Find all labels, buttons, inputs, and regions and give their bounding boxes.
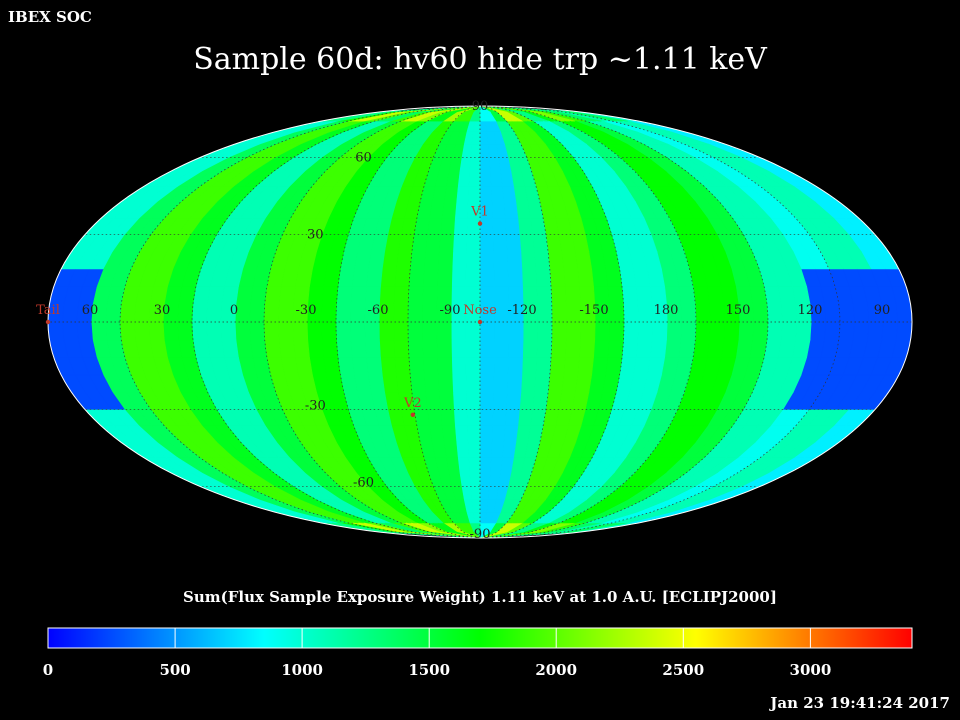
latitude-label: 90 xyxy=(472,99,489,114)
colorbar-tick-label: 2000 xyxy=(535,661,577,679)
marker-label: Nose xyxy=(463,303,497,318)
marker-label: V1 xyxy=(470,205,489,220)
longitude-label: 150 xyxy=(726,303,751,318)
longitude-label: -30 xyxy=(296,303,317,318)
chart-title: Sample 60d: hv60 hide trp ~1.11 keV xyxy=(193,42,767,77)
colorbar-tick-label: 0 xyxy=(43,661,53,679)
longitude-label: 90 xyxy=(874,303,891,318)
heatmap-cell xyxy=(48,321,65,341)
marker-label: V2 xyxy=(403,396,422,411)
marker-label: Tail xyxy=(36,303,60,318)
marker-dot xyxy=(410,412,415,417)
longitude-label: -90 xyxy=(440,303,461,318)
colorbar-tick-label: 3000 xyxy=(790,661,832,679)
longitude-label: -60 xyxy=(368,303,389,318)
longitude-label: 30 xyxy=(154,303,171,318)
marker-dot xyxy=(45,319,51,325)
colorbar-strip xyxy=(47,627,913,649)
longitude-label: -150 xyxy=(579,303,608,318)
timestamp: Jan 23 19:41:24 2017 xyxy=(770,694,950,712)
longitude-label: 120 xyxy=(798,303,823,318)
latitude-label: -60 xyxy=(353,476,374,491)
graticule-line xyxy=(479,106,841,538)
org-label: IBEX SOC xyxy=(8,8,92,26)
marker-dot xyxy=(477,319,483,325)
latitude-label: 30 xyxy=(307,228,324,243)
colorbar-tick-label: 1500 xyxy=(408,661,450,679)
latitude-label: -90 xyxy=(470,527,491,542)
colorbar-tick-label: 500 xyxy=(159,661,190,679)
colorbar-tick-label: 2500 xyxy=(662,661,704,679)
longitude-label: -120 xyxy=(507,303,536,318)
longitude-label: 60 xyxy=(82,303,99,318)
longitude-label: 0 xyxy=(230,303,238,318)
latitude-label: 60 xyxy=(355,150,372,165)
marker-dot xyxy=(477,221,483,226)
colorbar-title: Sum(Flux Sample Exposure Weight) 1.11 ke… xyxy=(183,588,777,606)
colorbar-tick-label: 1000 xyxy=(281,661,323,679)
latitude-label: -30 xyxy=(305,398,326,413)
longitude-label: 180 xyxy=(654,303,679,318)
